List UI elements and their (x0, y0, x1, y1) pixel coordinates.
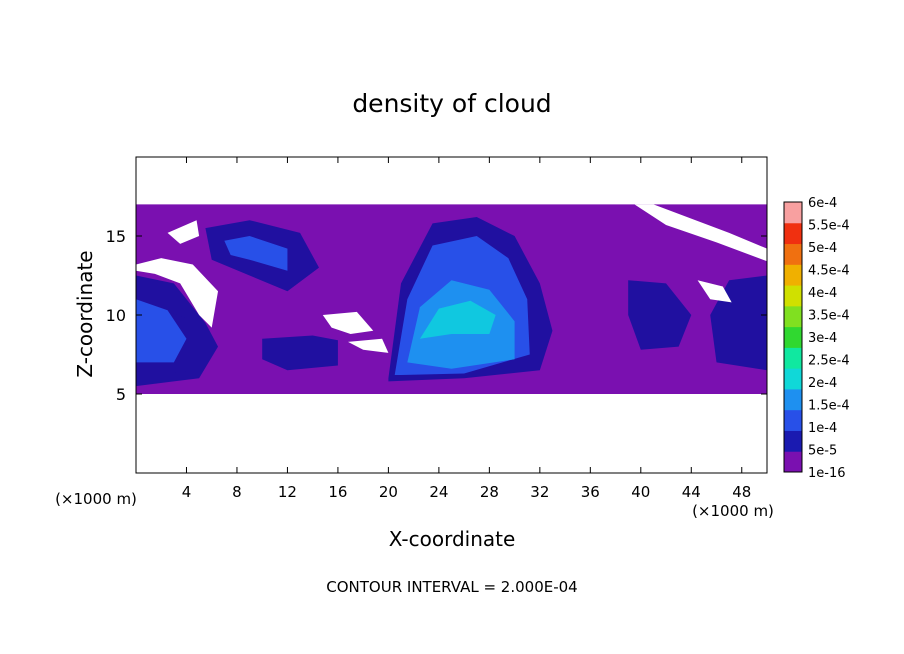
colorbar-label: 5e-5 (808, 444, 837, 459)
x-tick-label: 44 (682, 483, 701, 501)
contour-region-central-peak (419, 300, 496, 339)
colorbar-label: 3e-4 (808, 331, 837, 346)
colorbar-label: 1e-4 (808, 421, 837, 436)
colorbar-label: 5e-4 (808, 241, 837, 256)
colorbar-label: 5.5e-4 (808, 219, 850, 234)
x-tick-label: 4 (182, 483, 192, 501)
contour-region-gap-right (697, 280, 732, 303)
contour-region-right-cell-a (628, 280, 692, 350)
colorbar-swatch (784, 202, 802, 224)
colorbar-frame (783, 201, 803, 473)
contour-interval-note: CONTOUR INTERVAL = 2.000E-04 (326, 578, 577, 596)
x-tick-label: 40 (631, 483, 650, 501)
x-tick-label: 36 (581, 483, 600, 501)
colorbar-swatch (784, 451, 802, 473)
contour-region-lower-mid-cell (262, 335, 338, 371)
contour-region-upper-left-core (224, 236, 288, 271)
colorbar-swatch (784, 409, 802, 431)
colorbar-swatch (784, 243, 802, 265)
contour-region-gap-small-left (167, 220, 200, 244)
x-unit-label: (×1000 m) (55, 490, 137, 508)
y-tick-label: 15 (106, 227, 126, 246)
colorbar-label: 2e-4 (808, 376, 837, 391)
contour-region-gap-mid-2 (348, 338, 389, 353)
contour-field (136, 204, 767, 394)
colorbar-swatch (784, 368, 802, 390)
chart-title: density of cloud (352, 89, 551, 118)
x-tick-label: 16 (328, 483, 347, 501)
x-tick-label: 28 (480, 483, 499, 501)
colorbar-label: 6e-4 (808, 196, 837, 211)
colorbar-swatch (784, 285, 802, 307)
contour-region-left-core (136, 299, 187, 363)
colorbar-label: 4.5e-4 (808, 264, 850, 279)
colorbar-swatch (784, 264, 802, 286)
colorbar-label: 1e-16 (808, 466, 846, 481)
colorbar-swatch (784, 222, 802, 245)
x-axis-label: X-coordinate (389, 527, 516, 551)
colorbar-swatch (784, 326, 802, 348)
x-tick-label: 12 (278, 483, 297, 501)
colorbar-label: 3.5e-4 (808, 309, 850, 324)
colorbar-swatch (784, 430, 802, 452)
colorbar-swatch (784, 305, 802, 328)
contour-region-gap-top-right (634, 204, 767, 262)
y-tick-label: 10 (106, 306, 126, 325)
x-tick-label: 20 (379, 483, 398, 501)
colorbar: 1e-16 5e-5 1e-4 1.5e-4 2e-4 2.5e-4 3e-4 3.5e-4 4… (783, 196, 850, 481)
colorbar-swatch (784, 388, 802, 411)
x-unit-label-right: (×1000 m) (692, 502, 774, 520)
colorbar-label: 4e-4 (808, 286, 837, 301)
x-tick-label: 48 (732, 483, 751, 501)
contour-region-gap-upper-left (136, 258, 219, 328)
x-tick-label: 32 (530, 483, 549, 501)
y-tick-label: 5 (116, 385, 126, 404)
colorbar-label: 1.5e-4 (808, 399, 850, 414)
y-axis-label: Z-coordinate (73, 250, 97, 377)
x-tick-label: 8 (232, 483, 242, 501)
contour-region-gap-mid (322, 311, 374, 334)
colorbar-swatch (784, 347, 802, 369)
colorbar-label: 2.5e-4 (808, 354, 850, 369)
x-tick-label: 24 (429, 483, 448, 501)
